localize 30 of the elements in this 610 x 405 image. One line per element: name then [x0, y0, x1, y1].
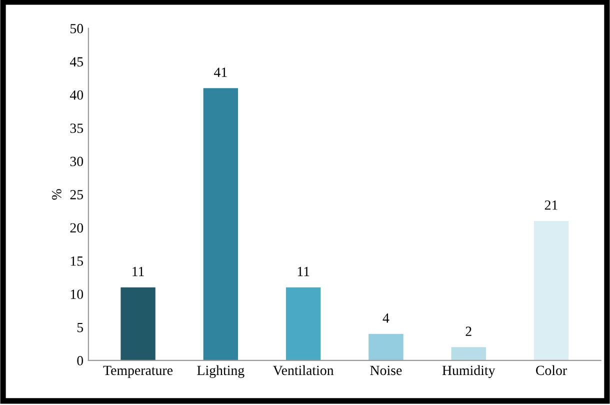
- x-tick-label: Lighting: [197, 365, 244, 378]
- bar: [451, 347, 486, 360]
- data-label: 11: [132, 266, 144, 276]
- x-tick-label: Temperature: [103, 366, 173, 378]
- y-tick-label: 45: [70, 57, 84, 67]
- y-tick-label: 15: [70, 256, 84, 266]
- data-label: 2: [466, 326, 472, 336]
- y-tick-label: 40: [70, 90, 84, 100]
- bar: [203, 88, 238, 360]
- bar: [286, 287, 321, 360]
- y-tick-label: 30: [70, 156, 84, 166]
- y-tick-label: 5: [77, 322, 84, 332]
- y-tick-label: 10: [70, 290, 84, 299]
- y-tick-label: 25: [70, 190, 84, 200]
- data-label: 41: [214, 68, 227, 77]
- x-tick-label: Noise: [370, 366, 402, 376]
- data-label: 21: [544, 200, 558, 210]
- y-tick-label: 20: [70, 223, 84, 233]
- y-tick-label: 50: [70, 24, 84, 34]
- x-tick-label: Humidity: [442, 365, 496, 378]
- data-label: 11: [298, 266, 310, 276]
- bar: [534, 220, 569, 360]
- x-tick-label: Ventilation: [273, 365, 334, 376]
- bar: [120, 287, 156, 360]
- bar: [368, 334, 404, 360]
- y-axis-title: %: [52, 189, 62, 200]
- x-tick-label: Color: [536, 365, 567, 376]
- y-tick-label: 0: [77, 356, 84, 366]
- data-label: 4: [382, 313, 390, 323]
- y-tick-label: 35: [70, 124, 84, 133]
